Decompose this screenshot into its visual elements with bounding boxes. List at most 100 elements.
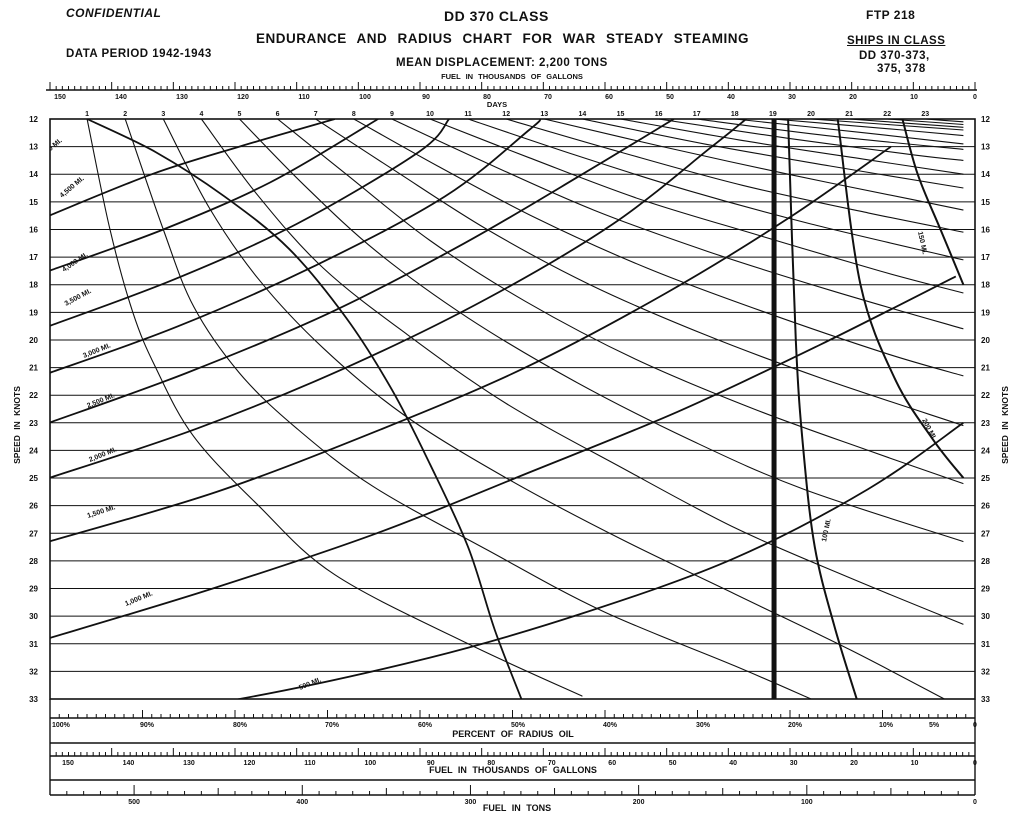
days-curve — [696, 119, 964, 150]
days-tick-label: 18 — [731, 111, 739, 118]
percent-tick-label: 50% — [511, 722, 526, 729]
right-radius-curve — [787, 119, 858, 699]
percent-tick-label: 10% — [879, 722, 894, 729]
tons-tick-label: 300 — [465, 799, 477, 806]
days-curve — [734, 119, 964, 145]
percent-tick-label: 20% — [788, 722, 803, 729]
speed-tick-label-right: 28 — [981, 557, 990, 566]
tons-tick-label: 100 — [801, 799, 813, 806]
speed-tick-label-right: 17 — [981, 253, 990, 262]
bottom-fuel-tick-label: 70 — [548, 760, 556, 767]
right-radius-curve — [836, 119, 965, 479]
days-tick-label: 21 — [845, 111, 853, 118]
speed-tick-label-right: 30 — [981, 612, 990, 621]
days-curve — [925, 119, 964, 123]
speed-tick-label-right: 16 — [981, 225, 990, 234]
curve-label: 500 MI. — [298, 677, 322, 692]
days-tick-label: 13 — [540, 111, 548, 118]
displacement-label: MEAN DISPLACEMENT: 2,200 TONS — [396, 57, 608, 69]
top-fuel-tick-label: 110 — [298, 94, 309, 101]
bottom-fuel-tick-label: 30 — [790, 760, 798, 767]
speed-tick-label-left: 17 — [29, 253, 38, 262]
bottom-fuel-tick-label: 120 — [244, 760, 256, 767]
speed-tick-label-right: 32 — [981, 667, 990, 676]
days-tick-label: 6 — [276, 111, 280, 118]
radius-curve — [86, 119, 523, 699]
percent-tick-label: 70% — [325, 722, 340, 729]
days-tick-label: 17 — [693, 111, 701, 118]
days-tick-label: 10 — [426, 111, 434, 118]
days-curve — [582, 119, 964, 189]
bottom-fuel-tick-label: 60 — [608, 760, 616, 767]
speed-tick-label-right: 22 — [981, 391, 990, 400]
class-title: DD 370 CLASS — [444, 8, 549, 24]
top-fuel-tick-label: 70 — [544, 94, 552, 101]
speed-tick-label-right: 23 — [981, 419, 990, 428]
bottom-fuel-axis-label: FUEL IN THOUSANDS OF GALLONS — [429, 765, 597, 775]
top-fuel-tick-label: 0 — [973, 94, 977, 101]
days-curve — [315, 119, 964, 427]
days-tick-label: 7 — [314, 111, 318, 118]
ships-list-line1: DD 370-373, — [859, 50, 930, 62]
speed-tick-label-right: 20 — [981, 336, 990, 345]
speed-tick-label-left: 12 — [29, 115, 38, 124]
speed-tick-label-right: 31 — [981, 640, 990, 649]
speed-tick-label-left: 18 — [29, 281, 38, 290]
top-fuel-tick-label: 120 — [237, 94, 249, 101]
ships-list-line2: 375, 378 — [877, 63, 926, 75]
days-axis-label: DAYS — [487, 100, 507, 109]
days-tick-label: 9 — [390, 111, 394, 118]
radius-curve — [50, 119, 450, 327]
days-tick-label: 23 — [921, 111, 929, 118]
speed-tick-label-right: 19 — [981, 308, 990, 317]
days-tick-label: 5 — [238, 111, 242, 118]
speed-tick-label-right: 25 — [981, 474, 990, 483]
bottom-fuel-tick-label: 80 — [487, 760, 495, 767]
curve-label: 3,500 MI. — [64, 288, 93, 308]
bottom-fuel-tick-label: 140 — [123, 760, 135, 767]
speed-tick-label-right: 26 — [981, 502, 990, 511]
speed-tick-label-left: 13 — [29, 143, 38, 152]
speed-tick-label-right: 14 — [981, 170, 990, 179]
percent-axis-label: PERCENT OF RADIUS OIL — [452, 729, 574, 739]
curve-label: 1,500 MI. — [86, 504, 116, 520]
curve-label: 4,000 MI. — [61, 252, 89, 274]
percent-tick-label: 0 — [973, 722, 977, 729]
top-fuel-tick-label: 150 — [54, 94, 66, 101]
days-curve — [887, 119, 964, 126]
curve-label: 4,500 MI. — [59, 175, 86, 199]
days-curve — [391, 119, 964, 330]
curve-label: 150 MI. — [916, 231, 928, 255]
percent-tick-label: 90% — [140, 722, 155, 729]
bottom-fuel-tick-label: 0 — [973, 760, 977, 767]
days-curve — [162, 119, 945, 699]
radius-curve — [50, 275, 957, 639]
speed-tick-label-left: 32 — [29, 667, 38, 676]
speed-tick-label-left: 16 — [29, 225, 38, 234]
days-tick-label: 1 — [85, 111, 89, 118]
bottom-fuel-tick-label: 100 — [364, 760, 376, 767]
tons-tick-label: 500 — [128, 799, 140, 806]
ships-in-class-heading: SHIPS IN CLASS — [847, 35, 946, 47]
days-curve — [277, 119, 964, 485]
top-fuel-tick-label: 140 — [115, 94, 127, 101]
curve-label: 200 MI. — [920, 418, 937, 442]
speed-tick-label-left: 20 — [29, 336, 38, 345]
bottom-fuel-tick-label: 20 — [850, 760, 858, 767]
days-curve — [353, 119, 964, 377]
tons-axis-label: FUEL IN TONS — [483, 803, 551, 813]
bottom-fuel-tick-label: 10 — [911, 760, 919, 767]
days-curve — [200, 119, 964, 625]
speed-tick-label-left: 22 — [29, 391, 38, 400]
days-curve — [467, 119, 964, 261]
top-fuel-axis-label: FUEL IN THOUSANDS OF GALLONS — [441, 72, 583, 81]
speed-tick-label-right: 33 — [981, 695, 990, 704]
data-period-label: DATA PERIOD 1942-1943 — [66, 48, 212, 60]
days-tick-label: 2 — [123, 111, 127, 118]
days-curve — [810, 119, 964, 131]
days-tick-label: 16 — [655, 111, 663, 118]
speed-tick-label-right: 12 — [981, 115, 990, 124]
bottom-fuel-tick-label: 40 — [729, 760, 737, 767]
ftp-label: FTP 218 — [866, 8, 916, 22]
